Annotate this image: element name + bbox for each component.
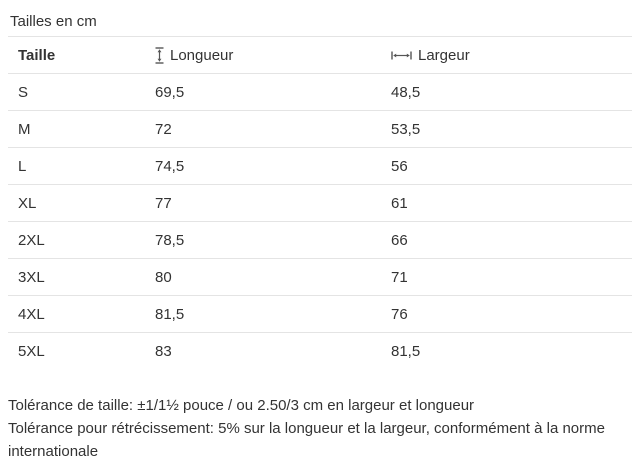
size-chart-title: Tailles en cm	[10, 13, 97, 30]
column-header-largeur: Largeur	[381, 36, 632, 74]
largeur-cell: 66	[381, 221, 632, 259]
table-row: XL 77 61	[8, 184, 632, 222]
largeur-cell: 53,5	[381, 110, 632, 148]
size-cell: 3XL	[8, 258, 145, 296]
size-cell: L	[8, 147, 145, 185]
tolerance-shrink-note: Tolérance pour rétrécissement: 5% sur la…	[8, 420, 605, 460]
height-arrow-icon	[155, 47, 164, 64]
table-row: M 72 53,5	[8, 110, 632, 148]
size-table: Taille Longueur	[8, 36, 632, 369]
longueur-cell: 78,5	[145, 221, 381, 259]
table-header-row: Taille Longueur	[8, 36, 632, 74]
longueur-cell: 72	[145, 110, 381, 148]
column-header-largeur-label: Largeur	[418, 46, 470, 64]
table-row: 4XL 81,5 76	[8, 295, 632, 333]
column-header-longueur: Longueur	[145, 36, 381, 74]
tolerance-size-note: Tolérance de taille: ±1/1½ pouce / ou 2.…	[8, 397, 475, 414]
largeur-cell: 56	[381, 147, 632, 185]
longueur-cell: 69,5	[145, 73, 381, 111]
size-cell: 5XL	[8, 332, 145, 369]
longueur-cell: 74,5	[145, 147, 381, 185]
largeur-cell: 61	[381, 184, 632, 222]
largeur-cell: 48,5	[381, 73, 632, 111]
table-row: 5XL 83 81,5	[8, 332, 632, 369]
longueur-cell: 77	[145, 184, 381, 222]
longueur-cell: 81,5	[145, 295, 381, 333]
column-header-longueur-label: Longueur	[170, 46, 234, 64]
size-cell: XL	[8, 184, 145, 222]
longueur-cell: 83	[145, 332, 381, 369]
tolerance-notes: Tolérance de taille: ±1/1½ pouce / ou 2.…	[8, 394, 630, 463]
largeur-cell: 81,5	[381, 332, 632, 369]
width-arrow-icon	[391, 51, 412, 60]
column-header-taille: Taille	[8, 36, 145, 74]
size-cell: 4XL	[8, 295, 145, 333]
table-row: 2XL 78,5 66	[8, 221, 632, 259]
longueur-cell: 80	[145, 258, 381, 296]
size-cell: M	[8, 110, 145, 148]
largeur-cell: 71	[381, 258, 632, 296]
size-cell: 2XL	[8, 221, 145, 259]
largeur-cell: 76	[381, 295, 632, 333]
table-row: S 69,5 48,5	[8, 73, 632, 111]
size-cell: S	[8, 73, 145, 111]
table-row: L 74,5 56	[8, 147, 632, 185]
table-row: 3XL 80 71	[8, 258, 632, 296]
